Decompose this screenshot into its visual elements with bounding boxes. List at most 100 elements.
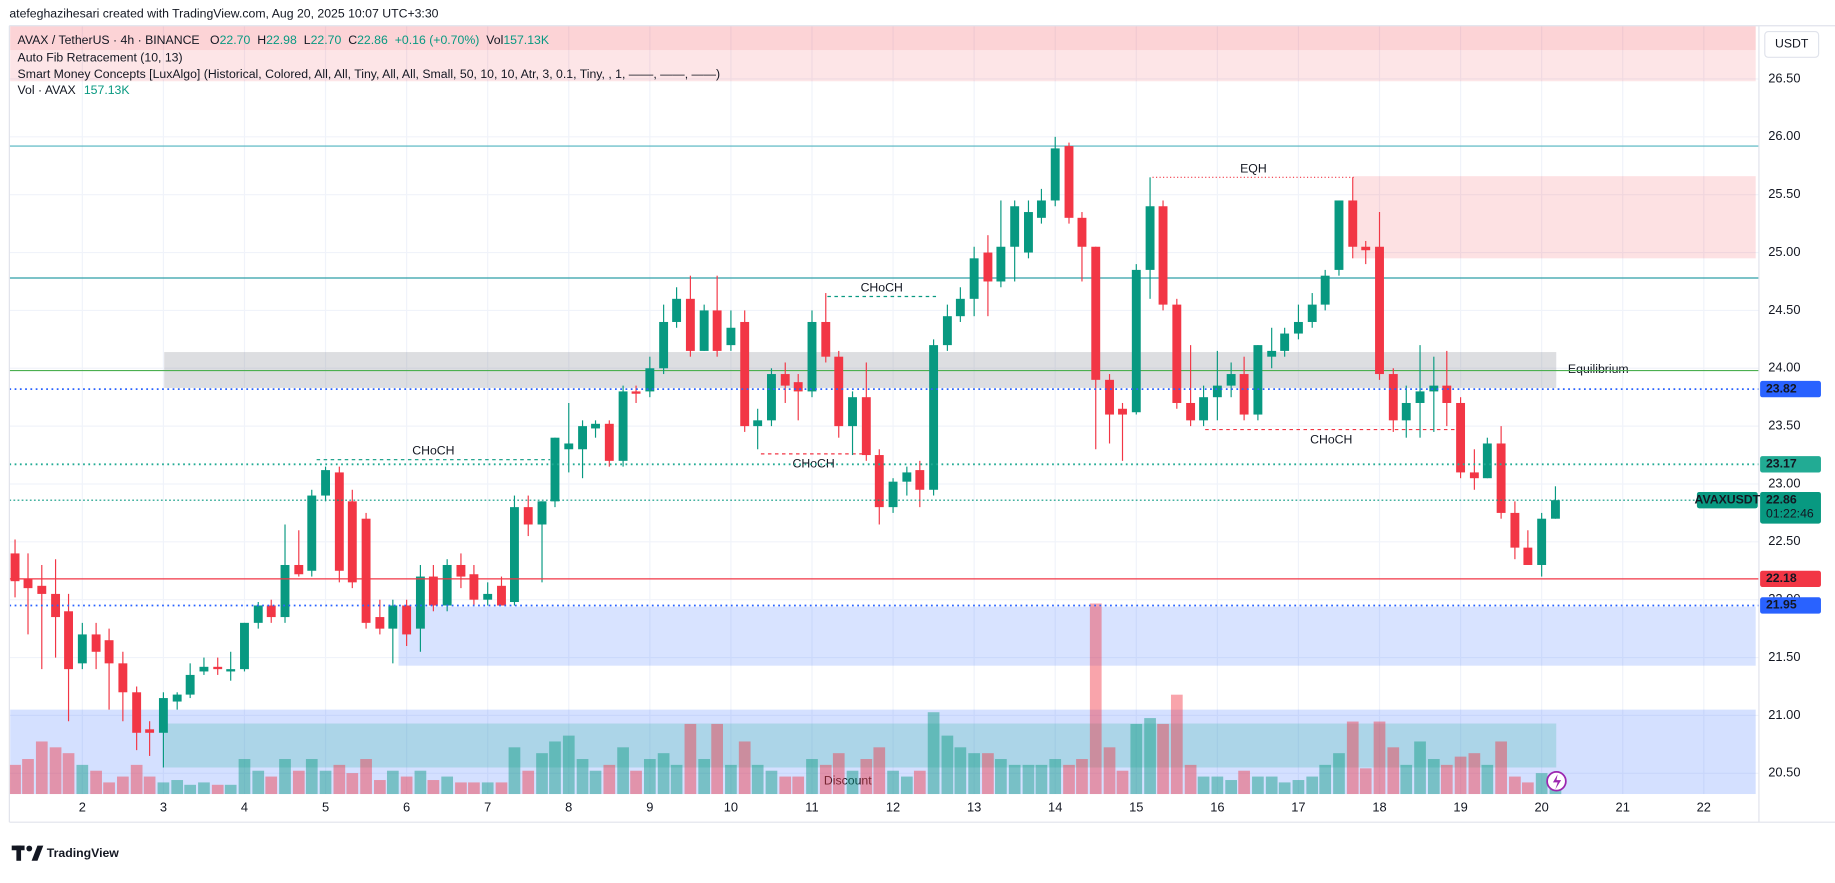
- candle-body: [1550, 500, 1560, 519]
- x-tick-label: 9: [646, 800, 653, 815]
- volume-bar: [1495, 741, 1507, 795]
- price-label-box: [1760, 570, 1821, 588]
- volume-bar: [1197, 776, 1210, 795]
- candle-body: [1212, 385, 1222, 398]
- currency[interactable]: USDT: [1775, 37, 1809, 51]
- candle-body: [321, 470, 330, 496]
- x-tick-label: 22: [1697, 800, 1711, 815]
- candle-body: [1456, 402, 1466, 473]
- ohlc-key: H: [257, 33, 266, 47]
- volume-bar: [1346, 721, 1359, 795]
- volume-bar: [900, 776, 913, 795]
- volume-bar: [1359, 768, 1372, 795]
- candle-body: [942, 316, 952, 346]
- candle-body: [347, 501, 357, 583]
- candle-body: [1496, 443, 1506, 513]
- logo-mark: [31, 845, 44, 861]
- candle-body: [1375, 246, 1384, 375]
- volume-bar: [1144, 718, 1156, 795]
- volume-bar: [1387, 747, 1400, 795]
- candle-body: [726, 327, 736, 346]
- candle-body: [1077, 217, 1087, 247]
- y-tick-label: 21.50: [1768, 649, 1800, 664]
- candle-body: [415, 576, 425, 629]
- volume-bar: [725, 764, 737, 795]
- x-tick-label: 14: [1048, 800, 1062, 815]
- candle-body: [442, 564, 452, 606]
- volume-bar: [698, 759, 711, 795]
- candle-body: [1131, 269, 1141, 413]
- x-tick-label: 4: [241, 800, 248, 815]
- volume-bar: [198, 782, 210, 795]
- y-tick-label: 26.00: [1768, 128, 1800, 143]
- candle-body: [1158, 206, 1168, 305]
- x-tick-label: 11: [805, 800, 818, 815]
- volume-bar: [779, 776, 792, 795]
- volume-bar: [1022, 764, 1035, 795]
- volume-bar: [1265, 776, 1278, 795]
- currency-button[interactable]: [1764, 30, 1820, 58]
- volume-bar: [711, 723, 723, 795]
- candle-body: [510, 507, 519, 603]
- volume-bar: [481, 782, 494, 795]
- x-tick-label: 13: [967, 800, 981, 815]
- candle-body: [469, 574, 479, 600]
- candle-body: [537, 501, 547, 525]
- y-tick-label: 24.00: [1768, 360, 1800, 375]
- x-tick-label: 18: [1372, 800, 1386, 815]
- candle-body: [77, 634, 87, 664]
- volume-bar: [941, 735, 954, 795]
- candle-body: [132, 692, 142, 733]
- candle-body: [672, 298, 682, 322]
- x-tick-label: 21: [1616, 800, 1630, 815]
- volume-bar: [9, 764, 21, 795]
- ohlc-key: C: [348, 33, 357, 47]
- candle-body: [618, 391, 628, 461]
- volume-bar: [468, 782, 480, 795]
- candle-body: [712, 310, 722, 351]
- volume-bar: [1427, 759, 1440, 795]
- candle-body: [1145, 206, 1155, 270]
- y-tick-label: 21.00: [1768, 707, 1800, 722]
- volume-bar: [319, 770, 332, 795]
- attribution: atefeghazihesari created with TradingVie…: [9, 6, 438, 20]
- candle-body: [1361, 246, 1371, 251]
- candle-body: [185, 674, 195, 695]
- zone: [10, 709, 1756, 795]
- zone-label: Equilibrium: [1568, 362, 1629, 376]
- structure-label: CHoCH: [792, 457, 834, 471]
- x-tick-label: 5: [322, 800, 329, 815]
- volume-bar: [35, 741, 48, 795]
- candle-body: [23, 578, 33, 589]
- candle-body: [685, 298, 695, 351]
- vol-value: 157.13K: [503, 33, 550, 47]
- candle-body: [645, 368, 655, 392]
- x-tick-label: 16: [1210, 800, 1224, 815]
- candle-body: [753, 420, 763, 427]
- x-tick-label: 19: [1453, 800, 1467, 815]
- candle-body: [1091, 246, 1101, 380]
- volume-bar: [1049, 759, 1062, 795]
- y-tick-label: 26.50: [1768, 70, 1800, 85]
- candle-body: [51, 593, 61, 618]
- price-label: 23.82: [1766, 381, 1797, 395]
- candle-body: [1537, 518, 1547, 565]
- candle-body: [1510, 512, 1520, 548]
- candle-body: [848, 397, 857, 427]
- volume-bar: [684, 723, 697, 795]
- structure-label: CHoCH: [1310, 432, 1352, 446]
- volume-bar: [1522, 782, 1534, 795]
- candle-body: [1199, 397, 1209, 421]
- x-tick-label: 2: [79, 800, 86, 815]
- ohlc-value: 22.70: [311, 33, 342, 47]
- candle-body: [1024, 212, 1033, 253]
- candle-body: [253, 605, 263, 623]
- candle-body: [1036, 200, 1046, 218]
- last-price-box: [1760, 491, 1821, 524]
- change: +0.16 (+0.70%): [395, 33, 480, 47]
- volume-bar: [508, 747, 521, 795]
- candle-body: [1172, 304, 1182, 403]
- plot-area: Equilibrium Discount CHoCH CHoCH CHoCH EQH CHo…: [9, 25, 1759, 795]
- volume-bar: [846, 770, 859, 795]
